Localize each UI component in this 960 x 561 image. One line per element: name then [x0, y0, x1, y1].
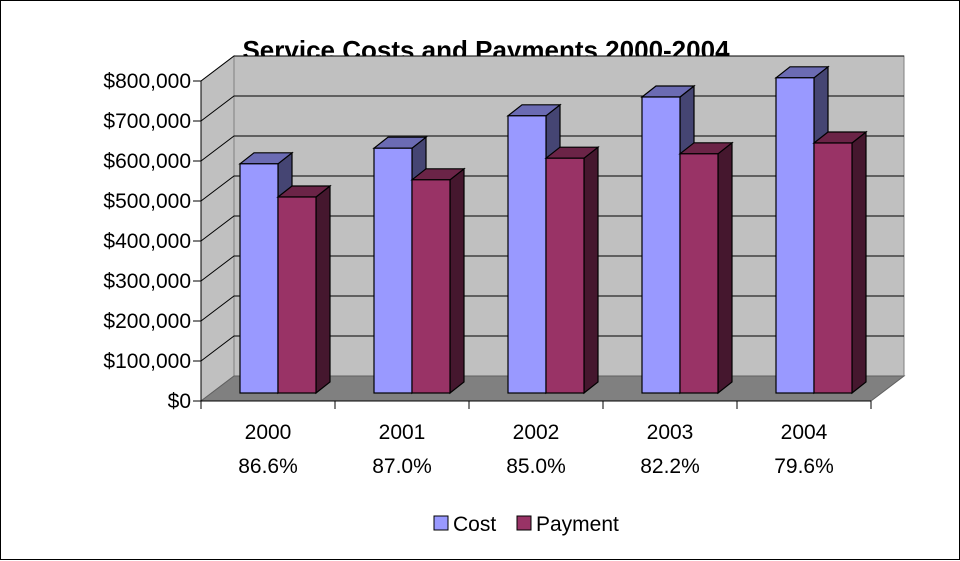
x-tick-sublabel: 79.6% — [774, 455, 834, 478]
y-tick-label: $700,000 — [103, 110, 191, 133]
y-tick-label: $400,000 — [103, 230, 191, 253]
x-tick-label: 2003 — [647, 421, 694, 444]
bar — [373, 147, 413, 394]
legend: Cost Payment — [433, 513, 619, 536]
x-tick-label: 2001 — [379, 421, 426, 444]
y-tick-label: $0 — [168, 390, 191, 413]
bar-side — [449, 167, 465, 395]
bar-side — [315, 184, 331, 395]
legend-entry: Cost — [453, 513, 496, 536]
y-tick-label: $100,000 — [103, 350, 191, 373]
bar — [813, 142, 853, 394]
bar-side — [583, 145, 599, 395]
bar — [679, 153, 719, 394]
y-tick-label: $600,000 — [103, 150, 191, 173]
bar — [277, 196, 317, 394]
bar — [507, 115, 547, 394]
bar — [775, 77, 815, 394]
legend-entry: Payment — [536, 513, 619, 536]
bar — [239, 163, 279, 394]
x-tick-sublabel: 82.2% — [640, 455, 700, 478]
bar-side — [717, 141, 733, 395]
x-tick-sublabel: 87.0% — [372, 455, 432, 478]
x-tick-sublabel: 85.0% — [506, 455, 566, 478]
x-tick-label: 2004 — [781, 421, 828, 444]
bar — [411, 179, 451, 394]
bar-side — [851, 130, 867, 395]
bar — [641, 96, 681, 394]
y-tick-label: $800,000 — [103, 70, 191, 93]
x-tick-sublabel: 86.6% — [238, 455, 298, 478]
legend-swatch — [433, 515, 449, 531]
y-tick-label: $300,000 — [103, 270, 191, 293]
legend-swatch — [516, 515, 532, 531]
y-tick-label: $500,000 — [103, 190, 191, 213]
y-tick-label: $200,000 — [103, 310, 191, 333]
x-tick-label: 2002 — [513, 421, 560, 444]
bar — [545, 157, 585, 394]
x-tick-label: 2000 — [245, 421, 292, 444]
gridline — [200, 55, 904, 82]
plot-area: $0 $100,000 $200,000 $300,000 $400,000 $500,0… — [103, 54, 906, 478]
